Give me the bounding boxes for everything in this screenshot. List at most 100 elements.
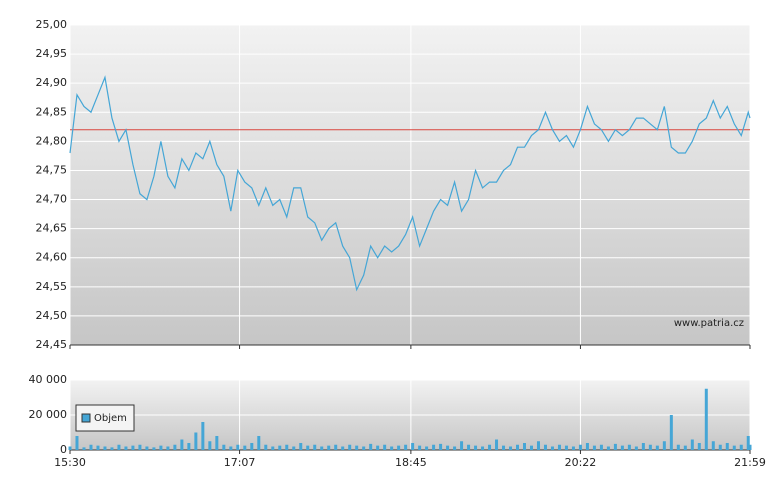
volume-bar bbox=[299, 443, 303, 450]
volume-bar bbox=[592, 445, 596, 450]
volume-bar bbox=[418, 445, 422, 450]
volume-bar bbox=[68, 446, 72, 450]
y-tick-label: 40 000 bbox=[29, 373, 68, 386]
volume-bar bbox=[676, 444, 680, 450]
watermark: www.patria.cz bbox=[674, 318, 744, 329]
y-tick-label: 24,55 bbox=[36, 280, 68, 293]
volume-bar bbox=[145, 446, 149, 450]
volume-bar bbox=[746, 436, 750, 450]
volume-bar bbox=[502, 445, 506, 450]
volume-bar bbox=[522, 443, 526, 450]
volume-bar bbox=[460, 441, 464, 450]
volume-bar bbox=[432, 444, 436, 450]
volume-bar bbox=[334, 444, 338, 450]
y-tick-label: 24,50 bbox=[36, 309, 68, 322]
volume-bar bbox=[697, 443, 701, 450]
volume-bar bbox=[732, 445, 736, 450]
volume-bar bbox=[748, 444, 752, 450]
price-line bbox=[69, 75, 751, 292]
volume-bar bbox=[578, 444, 582, 450]
volume-bar bbox=[215, 436, 219, 450]
volume-bar bbox=[648, 444, 652, 450]
volume-bar bbox=[474, 445, 478, 450]
legend-label: Objem bbox=[94, 413, 127, 424]
volume-bar bbox=[82, 447, 86, 450]
volume-bar bbox=[739, 444, 743, 450]
volume-bar bbox=[683, 445, 687, 450]
volume-bar bbox=[725, 443, 729, 450]
volume-bar bbox=[313, 444, 317, 450]
volume-bar bbox=[620, 445, 624, 450]
volume-bar bbox=[585, 443, 589, 450]
y-tick-label: 24,45 bbox=[36, 338, 68, 351]
volume-bar bbox=[599, 444, 603, 450]
volume-bar bbox=[613, 443, 617, 450]
volume-bar bbox=[467, 444, 471, 450]
volume-bar bbox=[222, 444, 226, 450]
volume-bar bbox=[243, 445, 247, 450]
volume-bar bbox=[250, 443, 254, 450]
volume-bar bbox=[571, 446, 575, 450]
volume-bar bbox=[89, 444, 93, 450]
volume-bar bbox=[103, 446, 107, 450]
volume-bar bbox=[627, 444, 631, 450]
volume-bar bbox=[110, 447, 114, 450]
volume-bar bbox=[404, 444, 408, 450]
volume-bar bbox=[453, 446, 457, 450]
y-tick-label: 20 000 bbox=[29, 408, 68, 421]
volume-bar bbox=[355, 445, 359, 450]
y-tick-label: 24,60 bbox=[36, 251, 68, 264]
volume-bar bbox=[236, 444, 240, 450]
volume-bar bbox=[704, 388, 708, 450]
volume-bar bbox=[187, 443, 191, 450]
volume-bar bbox=[124, 446, 128, 450]
volume-bar bbox=[397, 445, 401, 450]
volume-bar bbox=[439, 443, 443, 450]
x-tick-label: 20:22 bbox=[565, 456, 597, 469]
x-tick-label: 18:45 bbox=[395, 456, 427, 469]
y-tick-label: 24,90 bbox=[36, 76, 68, 89]
plot-background bbox=[70, 25, 750, 345]
volume-bar bbox=[718, 444, 722, 450]
volume-bar bbox=[690, 439, 694, 450]
volume-bar bbox=[411, 443, 415, 450]
y-tick-label: 24,80 bbox=[36, 134, 68, 147]
volume-bar bbox=[536, 441, 540, 450]
volume-bar bbox=[96, 445, 100, 450]
volume-bar bbox=[509, 446, 513, 450]
y-tick-label: 24,65 bbox=[36, 222, 68, 235]
volume-bar bbox=[138, 444, 142, 450]
volume-bar bbox=[606, 446, 610, 450]
volume-bar bbox=[75, 436, 79, 450]
volume-bar bbox=[481, 446, 485, 450]
volume-bar bbox=[341, 446, 345, 450]
volume-bar bbox=[376, 445, 380, 450]
volume-bar bbox=[292, 446, 296, 450]
volume-bar bbox=[543, 444, 547, 450]
y-tick-label: 0 bbox=[60, 443, 67, 456]
volume-bar bbox=[285, 444, 289, 450]
volume-bar bbox=[383, 444, 387, 450]
volume-bar bbox=[516, 444, 520, 450]
volume-bar bbox=[306, 445, 310, 450]
volume-bar bbox=[257, 436, 261, 450]
x-tick-label: 17:07 bbox=[224, 456, 256, 469]
x-tick-label: 21:59 bbox=[734, 456, 766, 469]
volume-bar bbox=[194, 432, 198, 450]
volume-bar bbox=[390, 446, 394, 450]
volume-bar bbox=[488, 444, 492, 450]
volume-bar bbox=[362, 446, 366, 450]
volume-bar bbox=[180, 439, 184, 450]
volume-bar bbox=[264, 444, 268, 450]
volume-bar bbox=[348, 444, 352, 450]
volume-bar bbox=[529, 445, 533, 450]
volume-bar bbox=[550, 446, 554, 450]
volume-bar bbox=[229, 446, 233, 450]
volume-bar bbox=[634, 446, 638, 450]
volume-bar bbox=[662, 441, 666, 450]
volume-bar bbox=[495, 439, 499, 450]
y-tick-label: 25,00 bbox=[36, 18, 68, 31]
volume-bar bbox=[117, 444, 121, 450]
volume-bar bbox=[271, 446, 275, 450]
